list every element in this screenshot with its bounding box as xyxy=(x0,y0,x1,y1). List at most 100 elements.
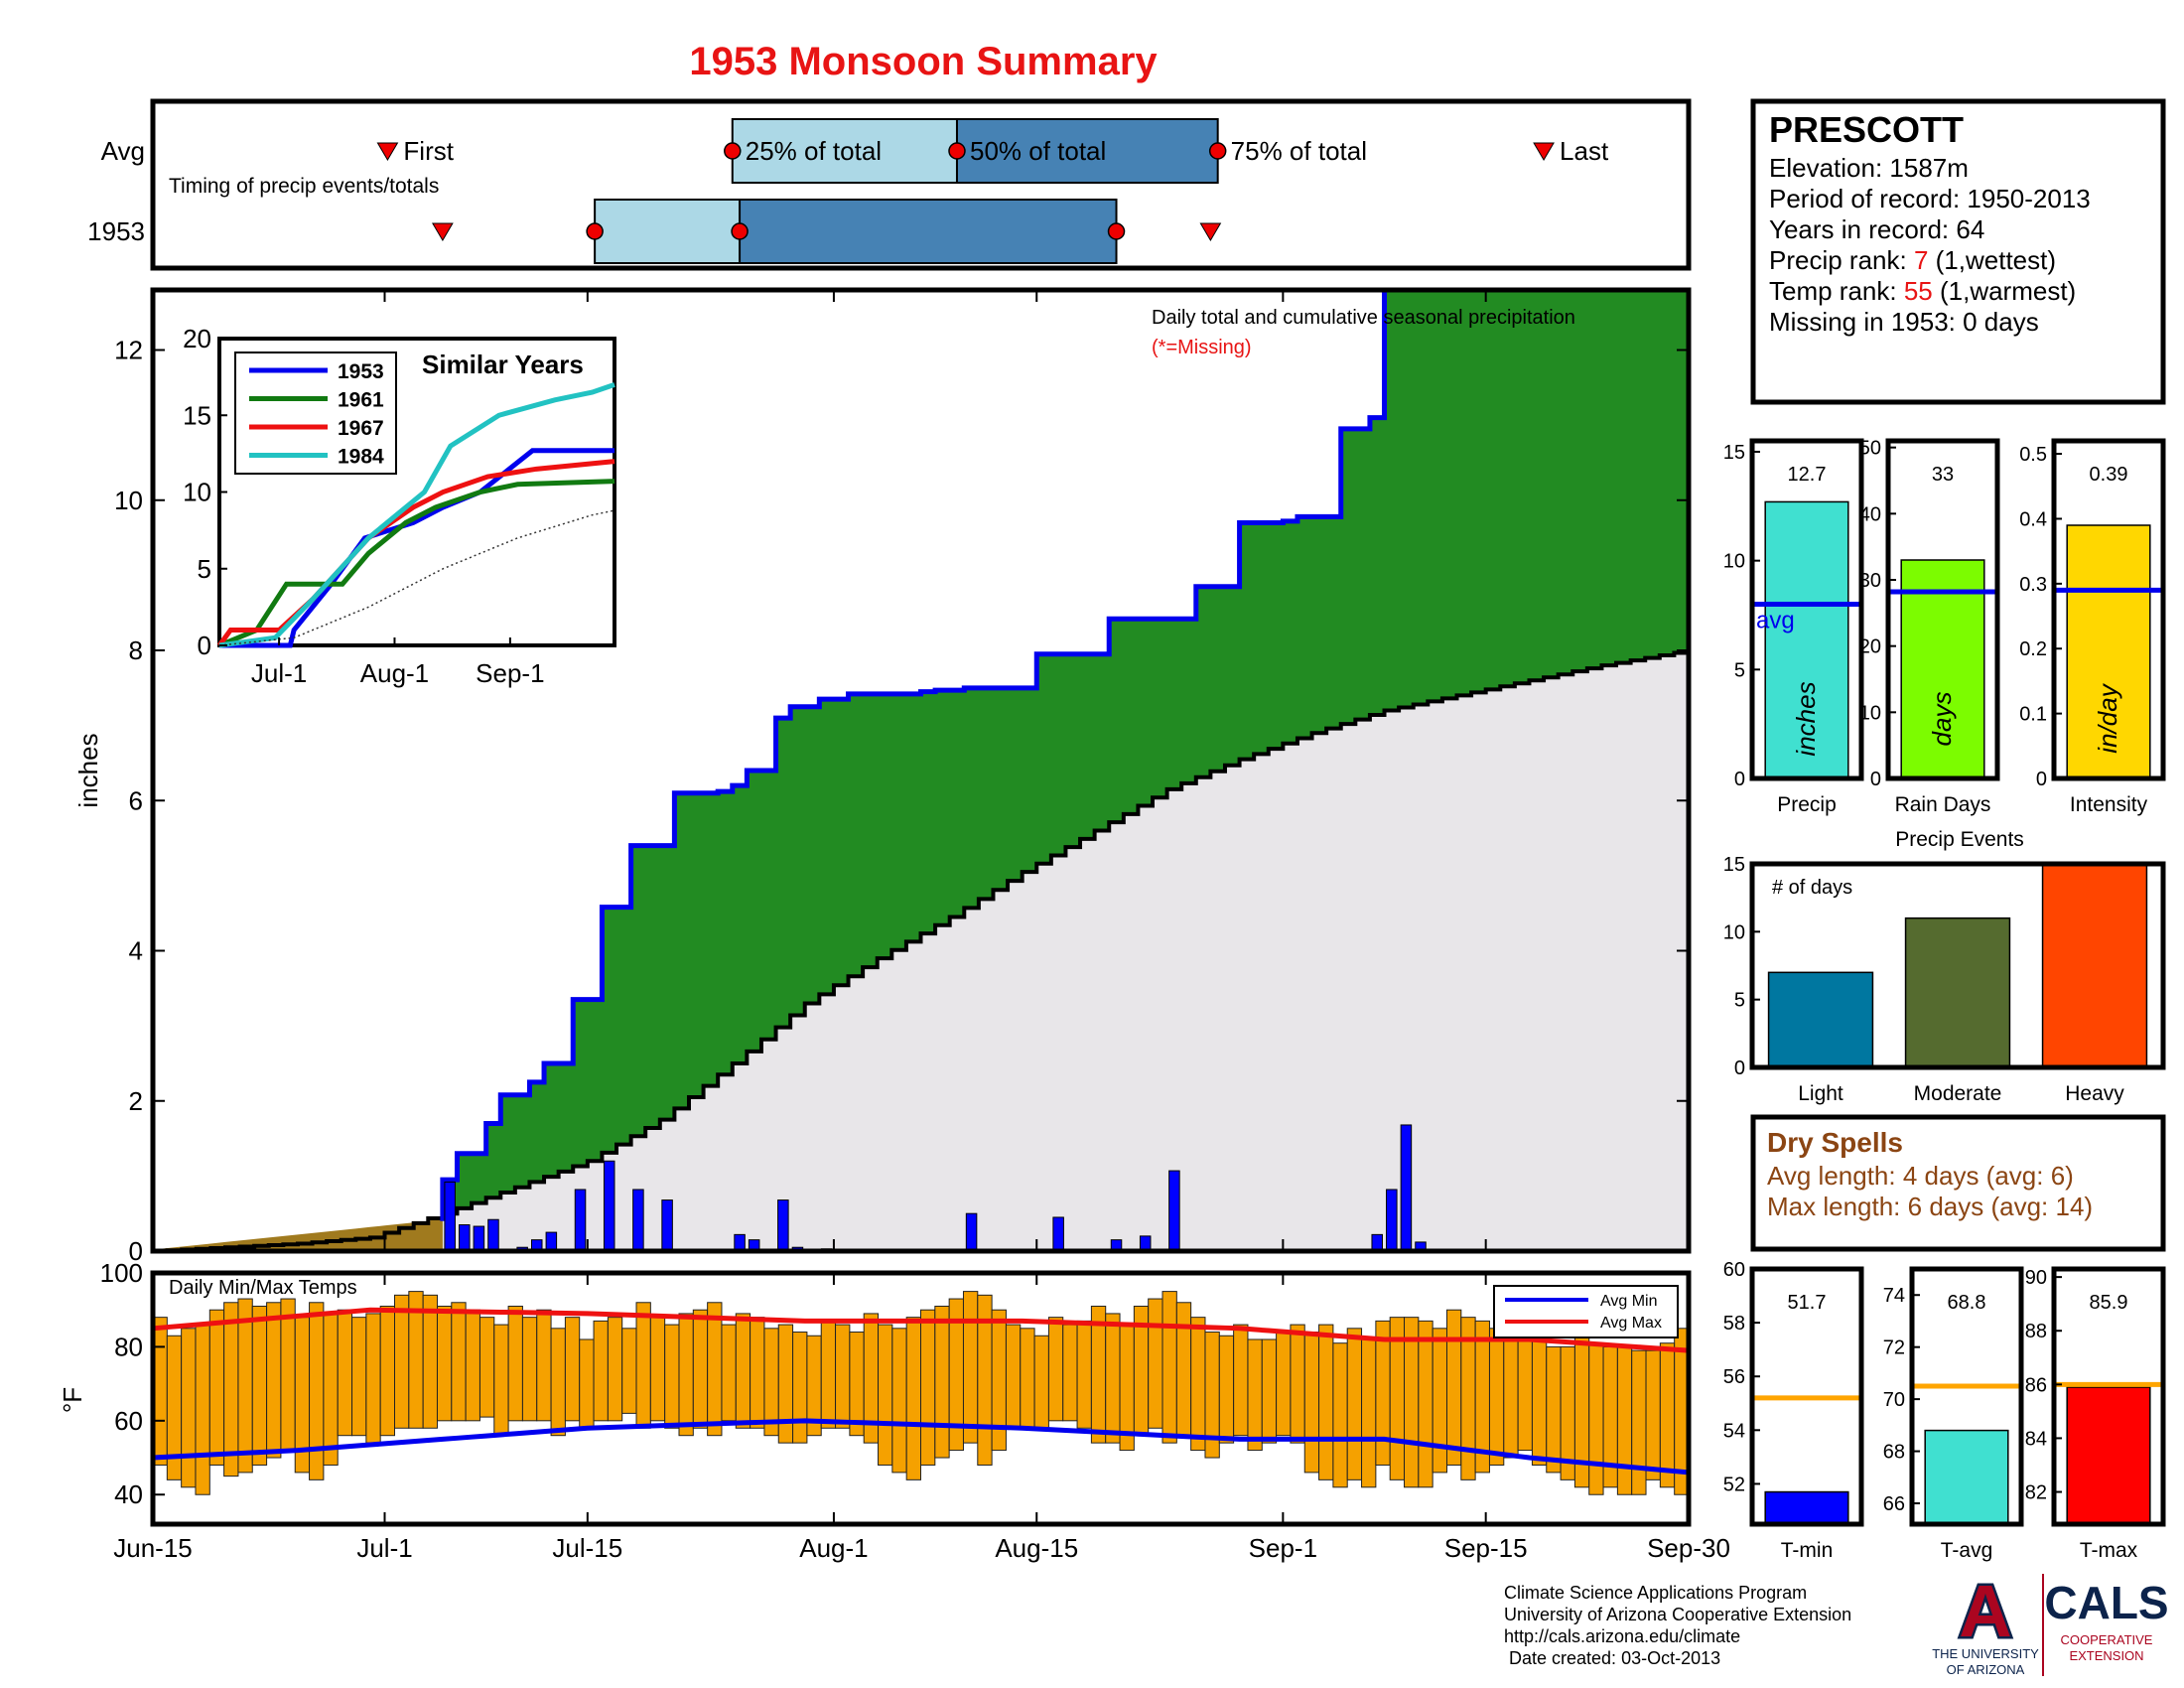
temps-frame xyxy=(150,1270,1692,1527)
inset-average-line xyxy=(218,509,615,646)
daily-temp-range-bar xyxy=(478,1317,495,1418)
stat-y-tick-label: 74 xyxy=(1883,1285,1905,1307)
stat-avg-label: avg xyxy=(1756,608,1795,634)
stat-y-tick-label: 72 xyxy=(1883,1337,1905,1359)
inset-legend: 1953 1961 1967 1984 xyxy=(249,360,384,469)
temps-y-tick-label: 60 xyxy=(114,1406,143,1436)
events-y-tick-label: 15 xyxy=(1723,854,1745,876)
daily-temp-range-bar xyxy=(280,1298,296,1452)
daily-temp-range-bar xyxy=(223,1302,239,1477)
inset-series-line xyxy=(218,479,615,648)
stat-bar xyxy=(2066,1386,2151,1525)
daily-precip-bar xyxy=(473,1225,485,1252)
daily-precip-bar xyxy=(487,1218,499,1252)
temps-y-tick-label: 80 xyxy=(114,1332,143,1361)
station-temp-rank: Temp rank: 55 (1,warmest) xyxy=(1769,276,2076,306)
timing-p25-label: 25% of total xyxy=(746,136,882,166)
daily-temp-range-bar xyxy=(920,1309,936,1466)
daily-temp-range-bar xyxy=(721,1324,737,1422)
inset-y-tick-label: 20 xyxy=(183,324,211,353)
daily-temp-range-bar xyxy=(820,1320,837,1429)
daily-temp-range-bar xyxy=(1531,1338,1548,1466)
timing-avg-last-marker xyxy=(1533,142,1555,161)
stat-frame xyxy=(1885,438,2000,781)
station-precip-rank: Precip rank: 7 (1,wettest) xyxy=(1769,245,2056,275)
daily-temp-range-bar xyxy=(1062,1324,1078,1422)
daily-temp-range-bar xyxy=(735,1313,751,1429)
daily-temp-range-bar xyxy=(1659,1342,1676,1488)
precip-y-tick-label: 2 xyxy=(129,1086,143,1116)
stat-value-label: 12.7 xyxy=(1788,464,1827,486)
daily-temp-range-bar xyxy=(237,1298,253,1474)
stat-y-tick-label: 68 xyxy=(1883,1442,1905,1464)
dry-spells-panel: Dry Spells Avg length: 4 days (avg: 6) M… xyxy=(1750,1114,2166,1252)
stat-y-tick-label: 70 xyxy=(1883,1389,1905,1411)
university-of-arizona-logo: A THE UNIVERSITY OF ARIZONA xyxy=(1932,1568,2039,1678)
events-frame xyxy=(1749,861,2166,1070)
precip-y-tick-label: 12 xyxy=(114,336,143,365)
daily-temp-range-bar xyxy=(1190,1317,1206,1452)
daily-temp-range-bar xyxy=(394,1294,410,1429)
stat-unit-label: inches xyxy=(1791,681,1821,756)
precip-y-ticks: 0 2 4 6 8 10 12 xyxy=(114,336,1689,1266)
timing-avg-quantile-dot xyxy=(724,142,742,160)
stat-value-label: 33 xyxy=(1932,464,1954,486)
daily-temp-range-bar xyxy=(1445,1309,1462,1466)
daily-precip-bar xyxy=(574,1189,587,1252)
stat-y-tick-label: 58 xyxy=(1723,1313,1745,1335)
cumulative-1953-line xyxy=(440,287,1689,1221)
timing-avg-quantile-dot xyxy=(1208,142,1227,160)
precip-y-tick-label: 10 xyxy=(114,486,143,515)
daily-temp-range-bar xyxy=(1375,1320,1391,1466)
stat-y-tick-label: 10 xyxy=(1859,702,1881,724)
daily-temp-range-bar xyxy=(905,1317,921,1480)
legend-avg-max: Avg Max xyxy=(1600,1315,1662,1332)
daily-temp-range-bar xyxy=(309,1302,325,1480)
timing-avg-first-marker xyxy=(376,142,399,161)
daily-temp-range-bar xyxy=(1346,1328,1363,1480)
daily-temp-range-bar xyxy=(337,1309,353,1437)
daily-temp-range-bar xyxy=(707,1302,723,1437)
daily-temp-range-bar xyxy=(962,1291,979,1444)
footer-line-3: http://cals.arizona.edu/climate xyxy=(1504,1626,1740,1646)
daily-temp-range-bar xyxy=(564,1317,581,1422)
station-name: PRESCOTT xyxy=(1769,109,1964,150)
stat-value-label: 68.8 xyxy=(1948,1292,1986,1314)
daily-temp-range-bar xyxy=(1076,1320,1092,1429)
stat-name-label: Intensity xyxy=(2070,793,2148,816)
timing-1953-last-marker xyxy=(1199,222,1222,241)
cals-line-2: EXTENSION xyxy=(2069,1648,2143,1663)
stat-value-label: 51.7 xyxy=(1788,1292,1827,1314)
stat-y-tick-label: 60 xyxy=(1723,1259,1745,1281)
daily-temp-range-bar xyxy=(1290,1324,1305,1444)
t-min-chart: 52 54 56 58 60 51.7 T-min xyxy=(1723,1259,1864,1562)
stat-name-label: Rain Days xyxy=(1895,793,1991,816)
dry-spells-max: Max length: 6 days (avg: 14) xyxy=(1767,1192,2093,1221)
stat-name-label: T-avg xyxy=(1941,1539,1993,1562)
daily-precip-bar xyxy=(777,1199,789,1252)
daily-temp-range-bar xyxy=(1588,1342,1604,1495)
inset-legend-label: 1984 xyxy=(338,446,384,469)
timing-1953-first-marker xyxy=(432,222,454,241)
daily-temp-range-bar xyxy=(1005,1324,1022,1429)
inset-y-tick-label: 15 xyxy=(183,400,211,430)
date-tick-label: Aug-1 xyxy=(799,1533,868,1563)
daily-temp-range-bar xyxy=(1631,1349,1647,1495)
cals-line-1: COOPERATIVE xyxy=(2061,1632,2153,1647)
daily-temp-range-bar xyxy=(208,1309,225,1466)
inset-y-tick-label: 10 xyxy=(183,478,211,507)
stat-bar xyxy=(1924,1429,2009,1525)
daily-temp-range-bar xyxy=(1175,1302,1192,1437)
daily-precip-bar xyxy=(1400,1124,1413,1252)
daily-temp-range-bar xyxy=(536,1309,552,1422)
daily-temp-range-bar xyxy=(507,1305,523,1422)
daily-precip-bar xyxy=(632,1189,644,1252)
precip-ylabel: inches xyxy=(73,733,103,807)
date-tick-label: Aug-15 xyxy=(995,1533,1078,1563)
stat-frame xyxy=(1749,1266,1864,1527)
precip-events-chart: Light Moderate Heavy 0 5 10 15 # of days xyxy=(1723,854,2166,1105)
daily-temp-range-bar xyxy=(1503,1332,1519,1459)
date-tick-label: Jul-15 xyxy=(552,1533,622,1563)
daily-temp-range-bar xyxy=(750,1317,765,1429)
